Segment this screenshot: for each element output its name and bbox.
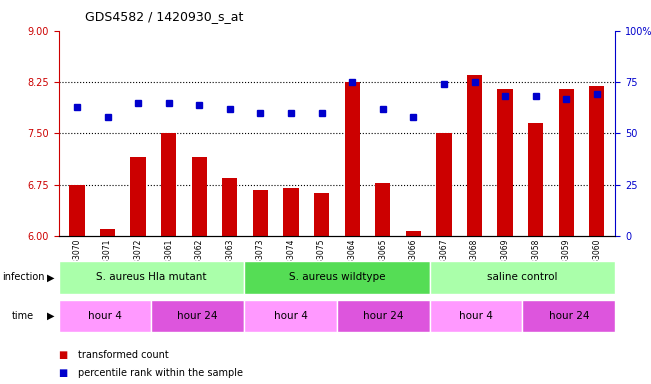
Bar — [59, 300, 151, 332]
Bar — [151, 300, 244, 332]
Text: time: time — [12, 311, 34, 321]
Bar — [375, 183, 391, 236]
Text: hour 24: hour 24 — [363, 311, 404, 321]
Text: hour 4: hour 4 — [88, 311, 122, 321]
Bar — [467, 75, 482, 236]
Bar — [222, 178, 238, 236]
Bar — [436, 134, 452, 236]
Bar — [430, 261, 615, 294]
Text: ▶: ▶ — [47, 311, 55, 321]
Text: hour 24: hour 24 — [178, 311, 218, 321]
Bar — [528, 123, 544, 236]
Bar — [161, 134, 176, 236]
Bar — [314, 193, 329, 236]
Bar — [283, 188, 299, 236]
Text: S. aureus Hla mutant: S. aureus Hla mutant — [96, 272, 206, 283]
Bar — [337, 300, 430, 332]
Bar — [69, 185, 85, 236]
Bar — [559, 89, 574, 236]
Text: hour 4: hour 4 — [273, 311, 307, 321]
Bar — [130, 157, 146, 236]
Text: S. aureus wildtype: S. aureus wildtype — [288, 272, 385, 283]
Text: ■: ■ — [59, 368, 68, 378]
Bar — [406, 231, 421, 236]
Bar — [430, 300, 522, 332]
Text: hour 4: hour 4 — [459, 311, 493, 321]
Bar — [100, 229, 115, 236]
Text: ▶: ▶ — [47, 272, 55, 283]
Bar — [344, 82, 360, 236]
Text: percentile rank within the sample: percentile rank within the sample — [78, 368, 243, 378]
Bar — [589, 86, 605, 236]
Text: ■: ■ — [59, 350, 68, 360]
Bar — [59, 261, 244, 294]
Bar — [244, 300, 337, 332]
Bar — [497, 89, 513, 236]
Bar — [244, 261, 430, 294]
Text: saline control: saline control — [487, 272, 558, 283]
Text: infection: infection — [2, 272, 44, 283]
Text: GDS4582 / 1420930_s_at: GDS4582 / 1420930_s_at — [85, 10, 243, 23]
Bar — [522, 300, 615, 332]
Text: transformed count: transformed count — [78, 350, 169, 360]
Bar — [191, 157, 207, 236]
Bar — [253, 190, 268, 236]
Text: hour 24: hour 24 — [549, 311, 589, 321]
